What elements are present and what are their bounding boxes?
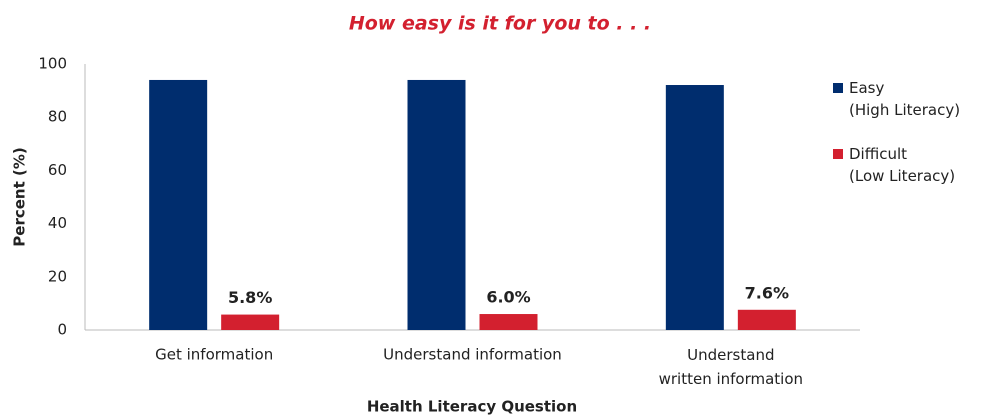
value-label: 7.6%	[745, 283, 789, 302]
bar	[479, 314, 538, 330]
y-tick-label: 40	[48, 214, 67, 232]
chart-title: How easy is it for you to . . .	[349, 13, 651, 35]
value-label: 6.0%	[486, 288, 530, 307]
y-tick-label: 20	[48, 267, 67, 285]
bar	[407, 79, 466, 331]
bar	[221, 314, 280, 330]
legend-label: Difficult (Low Literacy)	[849, 145, 955, 185]
x-tick-label: Understand information	[383, 346, 562, 364]
bar	[665, 85, 724, 330]
y-axis-title: Percent (%)	[11, 147, 29, 246]
x-tick-label: Get information	[155, 346, 273, 364]
x-tick-label: Understand written information	[659, 346, 803, 388]
y-tick-label: 80	[48, 108, 67, 126]
value-label: 5.8%	[228, 288, 272, 307]
x-axis-title: Health Literacy Question	[367, 398, 577, 416]
bar	[737, 309, 796, 330]
y-tick-label: 0	[57, 321, 67, 339]
bar	[149, 79, 208, 331]
legend-swatch	[833, 83, 843, 93]
y-tick-label: 100	[38, 55, 67, 73]
legend-swatch	[833, 149, 843, 159]
y-tick-label: 60	[48, 161, 67, 179]
legend-label: Easy (High Literacy)	[849, 79, 960, 119]
